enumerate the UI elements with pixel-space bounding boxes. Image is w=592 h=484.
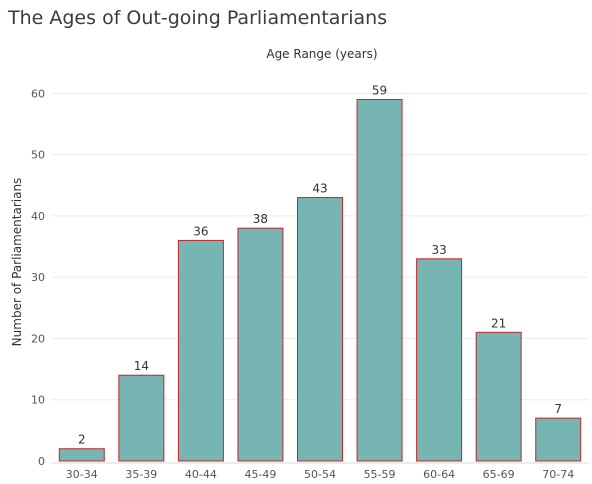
x-axis-title: Age Range (years) [266, 47, 377, 61]
y-tick-label: 10 [31, 394, 45, 407]
x-tick-label: 40-44 [185, 468, 217, 481]
bar-value-label: 21 [491, 316, 506, 330]
bar-value-label: 43 [312, 182, 327, 196]
bar-35-39[interactable] [118, 374, 165, 462]
x-tick-label: 70-74 [542, 468, 574, 481]
bar-value-label: 14 [134, 359, 149, 373]
bar-value-label: 7 [554, 402, 562, 416]
y-tick-label: 30 [31, 271, 45, 284]
y-tick-labels: 0 10 20 30 40 50 60 [31, 87, 45, 468]
y-tick-label: 20 [31, 332, 45, 345]
x-tick-label: 30-34 [66, 468, 98, 481]
y-tick-label: 50 [31, 149, 45, 162]
bar-45-49[interactable] [237, 227, 284, 462]
bar-70-74[interactable] [535, 417, 582, 462]
bar-value-label: 36 [193, 224, 208, 238]
bar-value-labels: 2 14 36 38 43 59 33 21 7 [78, 84, 562, 447]
bar-value-label: 33 [431, 243, 446, 257]
bar-65-69[interactable] [475, 331, 522, 462]
bars [58, 99, 582, 462]
x-tick-label: 35-39 [125, 468, 157, 481]
bar-value-label: 38 [253, 212, 268, 226]
x-tick-labels: 30-34 35-39 40-44 45-49 50-54 55-59 60-64 65-69… [66, 468, 574, 481]
bar-value-label: 59 [372, 84, 387, 98]
chart-title: The Ages of Out-going Parliamentarians [8, 7, 388, 29]
bar-50-54[interactable] [297, 197, 343, 462]
x-tick-label: 60-64 [423, 468, 455, 481]
y-axis-title: Number of Parliamentarians [10, 178, 24, 347]
x-tick-label: 55-59 [364, 468, 396, 481]
y-tick-label: 60 [31, 87, 45, 100]
bar-55-59[interactable] [356, 99, 403, 462]
x-tick-label: 45-49 [244, 468, 276, 481]
bar-40-44[interactable] [177, 239, 224, 462]
x-tick-label: 65-69 [483, 468, 515, 481]
y-tick-label: 40 [31, 210, 45, 223]
x-tick-label: 50-54 [304, 468, 336, 481]
bar-30-34[interactable] [58, 448, 105, 462]
bar-value-label: 2 [78, 433, 86, 447]
bar-60-64[interactable] [416, 258, 463, 462]
y-tick-label: 0 [38, 455, 45, 468]
